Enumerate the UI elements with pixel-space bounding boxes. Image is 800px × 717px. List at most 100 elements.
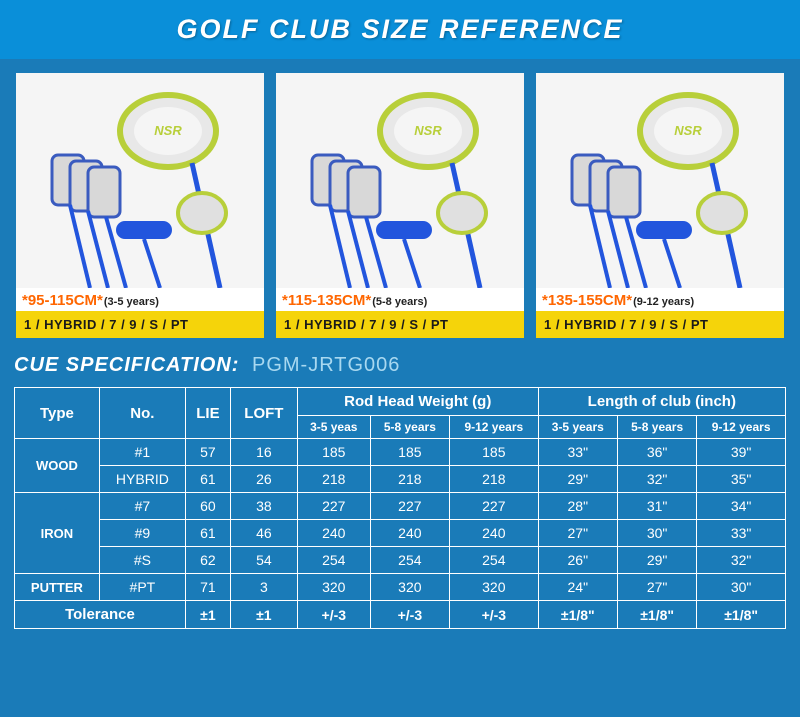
- cell-l3: 39": [697, 439, 786, 466]
- cell-w2: 218: [370, 466, 449, 493]
- tol-w1: +/-3: [297, 601, 370, 629]
- spec-label: CUE SPECIFICATION:: [14, 354, 239, 376]
- page-title: GOLF CLUB SIZE REFERENCE: [0, 0, 800, 59]
- cell-l1: 29": [538, 466, 617, 493]
- cell-l2: 31": [617, 493, 696, 520]
- cell-w1: 227: [297, 493, 370, 520]
- tolerance-row: Tolerance ±1 ±1 +/-3 +/-3 +/-3 ±1/8" ±1/…: [15, 601, 786, 629]
- cell-no: #7: [99, 493, 185, 520]
- cell-loft: 38: [230, 493, 297, 520]
- tol-lie: ±1: [185, 601, 230, 629]
- cell-lie: 57: [185, 439, 230, 466]
- cell-no: #PT: [99, 574, 185, 601]
- cell-loft: 46: [230, 520, 297, 547]
- cell-l3: 35": [697, 466, 786, 493]
- cell-w3: 185: [450, 439, 539, 466]
- age-range: (9-12 years): [633, 296, 694, 308]
- page-container: GOLF CLUB SIZE REFERENCE NSR: [0, 0, 800, 643]
- golf-clubs-icon: NSR: [276, 73, 524, 288]
- col-l-age2: 5-8 years: [617, 416, 696, 439]
- product-image: NSR: [276, 73, 524, 288]
- spec-code: PGM-JRTG006: [252, 354, 400, 376]
- col-length-group: Length of club (inch): [538, 388, 785, 416]
- size-label: *115-135CM* (5-8 years): [276, 288, 524, 311]
- col-weight-group: Rod Head Weight (g): [297, 388, 538, 416]
- table-row: IRON #7 60 38 227 227 227 28" 31" 34": [15, 493, 786, 520]
- spec-table: Type No. LIE LOFT Rod Head Weight (g) Le…: [14, 387, 786, 629]
- cell-lie: 61: [185, 466, 230, 493]
- clubs-list: 1 / HYBRID / 7 / 9 / S / PT: [276, 311, 524, 338]
- cell-w2: 240: [370, 520, 449, 547]
- cell-type: PUTTER: [15, 574, 100, 601]
- age-range: (5-8 years): [372, 296, 427, 308]
- product-card: NSR *135-155CM* (9-12 years) 1 / HYBRI: [536, 73, 784, 338]
- cell-w3: 240: [450, 520, 539, 547]
- cell-l2: 29": [617, 547, 696, 574]
- cell-loft: 16: [230, 439, 297, 466]
- cell-w2: 227: [370, 493, 449, 520]
- cell-w3: 218: [450, 466, 539, 493]
- cell-lie: 60: [185, 493, 230, 520]
- cell-w1: 254: [297, 547, 370, 574]
- svg-text:NSR: NSR: [154, 123, 182, 138]
- cell-type: IRON: [15, 493, 100, 574]
- tol-w3: +/-3: [450, 601, 539, 629]
- cell-loft: 3: [230, 574, 297, 601]
- svg-text:NSR: NSR: [414, 123, 442, 138]
- cell-loft: 54: [230, 547, 297, 574]
- cell-l2: 32": [617, 466, 696, 493]
- age-range: (3-5 years): [104, 296, 159, 308]
- cell-w1: 320: [297, 574, 370, 601]
- table-body: WOOD #1 57 16 185 185 185 33" 36" 39" HY…: [15, 439, 786, 629]
- cell-w2: 320: [370, 574, 449, 601]
- cell-type: WOOD: [15, 439, 100, 493]
- cell-l3: 34": [697, 493, 786, 520]
- size-label: *95-115CM* (3-5 years): [16, 288, 264, 311]
- cell-l1: 26": [538, 547, 617, 574]
- cell-lie: 71: [185, 574, 230, 601]
- table-row: #9 61 46 240 240 240 27" 30" 33": [15, 520, 786, 547]
- col-w-age1: 3-5 yeas: [297, 416, 370, 439]
- product-image: NSR: [16, 73, 264, 288]
- spec-section: CUE SPECIFICATION: PGM-JRTG006 Type No. …: [0, 338, 800, 643]
- golf-clubs-icon: NSR: [536, 73, 784, 288]
- cell-lie: 61: [185, 520, 230, 547]
- clubs-list: 1 / HYBRID / 7 / 9 / S / PT: [16, 311, 264, 338]
- cell-l1: 24": [538, 574, 617, 601]
- golf-clubs-icon: NSR: [16, 73, 264, 288]
- cell-l1: 27": [538, 520, 617, 547]
- col-no: No.: [99, 388, 185, 439]
- cell-no: #9: [99, 520, 185, 547]
- cell-l2: 36": [617, 439, 696, 466]
- cell-no: #1: [99, 439, 185, 466]
- cell-w2: 185: [370, 439, 449, 466]
- cell-no: HYBRID: [99, 466, 185, 493]
- cell-w2: 254: [370, 547, 449, 574]
- size-range: *115-135CM*: [282, 292, 371, 309]
- table-row: WOOD #1 57 16 185 185 185 33" 36" 39": [15, 439, 786, 466]
- cell-w3: 227: [450, 493, 539, 520]
- cell-l3: 30": [697, 574, 786, 601]
- svg-text:NSR: NSR: [674, 123, 702, 138]
- tol-l2: ±1/8": [617, 601, 696, 629]
- tol-loft: ±1: [230, 601, 297, 629]
- col-type: Type: [15, 388, 100, 439]
- col-l-age1: 3-5 years: [538, 416, 617, 439]
- cell-w3: 320: [450, 574, 539, 601]
- table-header-row: Type No. LIE LOFT Rod Head Weight (g) Le…: [15, 388, 786, 416]
- product-card: NSR *95-115CM* (3-5 years) 1 / HYBRID: [16, 73, 264, 338]
- cell-w3: 254: [450, 547, 539, 574]
- table-row: HYBRID 61 26 218 218 218 29" 32" 35": [15, 466, 786, 493]
- cell-w1: 240: [297, 520, 370, 547]
- cell-w1: 185: [297, 439, 370, 466]
- size-range: *135-155CM*: [542, 292, 632, 309]
- cell-l2: 30": [617, 520, 696, 547]
- product-card: NSR *115-135CM* (5-8 years) 1 / HYBRID: [276, 73, 524, 338]
- clubs-list: 1 / HYBRID / 7 / 9 / S / PT: [536, 311, 784, 338]
- table-row: PUTTER #PT 71 3 320 320 320 24" 27" 30": [15, 574, 786, 601]
- col-l-age3: 9-12 years: [697, 416, 786, 439]
- cell-l3: 32": [697, 547, 786, 574]
- cell-l2: 27": [617, 574, 696, 601]
- col-lie: LIE: [185, 388, 230, 439]
- col-w-age3: 9-12 years: [450, 416, 539, 439]
